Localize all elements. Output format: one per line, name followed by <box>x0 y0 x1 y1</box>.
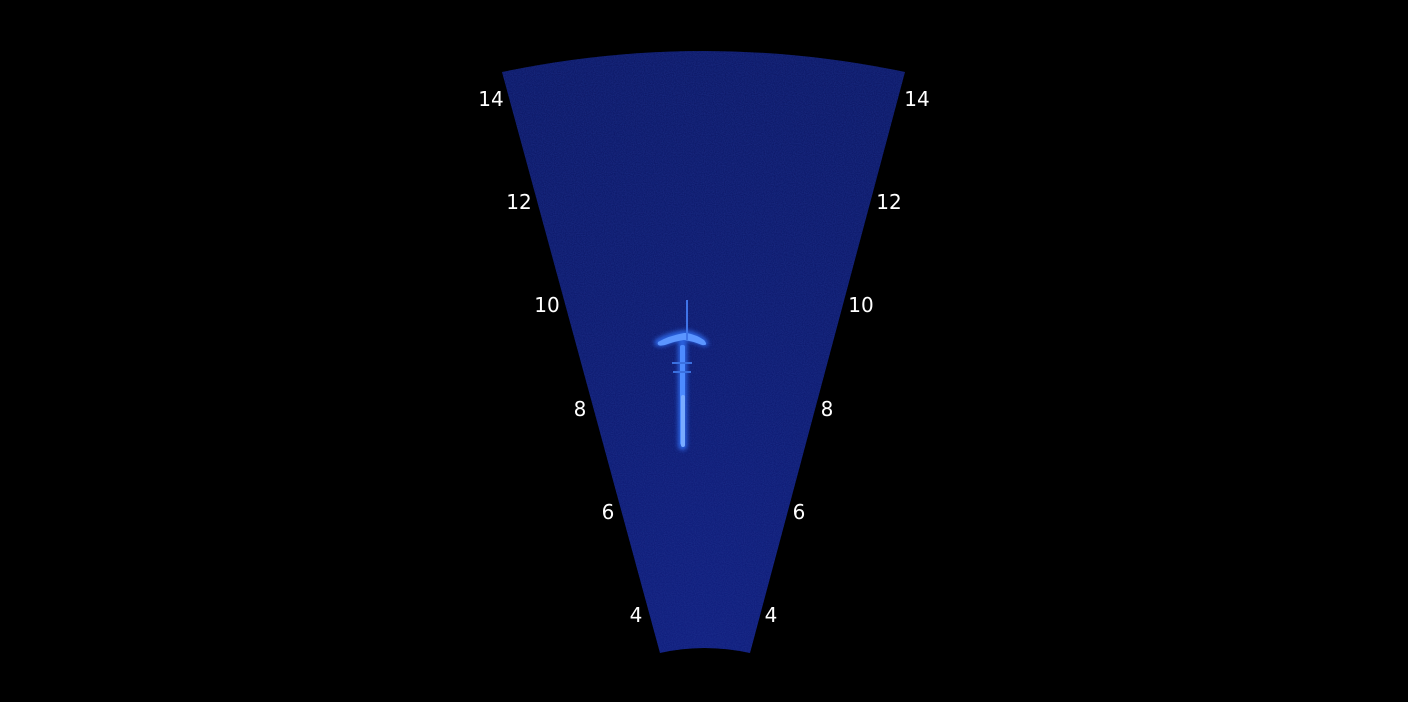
range-label-left-12: 12 <box>506 192 531 212</box>
range-label-left-8: 8 <box>574 399 587 419</box>
range-label-left-14: 14 <box>478 89 503 109</box>
range-label-right-6: 6 <box>793 502 806 522</box>
range-label-left-4: 4 <box>630 605 643 625</box>
range-label-right-10: 10 <box>848 295 873 315</box>
range-label-right-4: 4 <box>765 605 778 625</box>
range-label-right-14: 14 <box>904 89 929 109</box>
range-label-right-12: 12 <box>876 192 901 212</box>
range-label-right-8: 8 <box>821 399 834 419</box>
sonar-speckle <box>502 51 905 653</box>
range-label-left-10: 10 <box>534 295 559 315</box>
range-label-left-6: 6 <box>602 502 615 522</box>
